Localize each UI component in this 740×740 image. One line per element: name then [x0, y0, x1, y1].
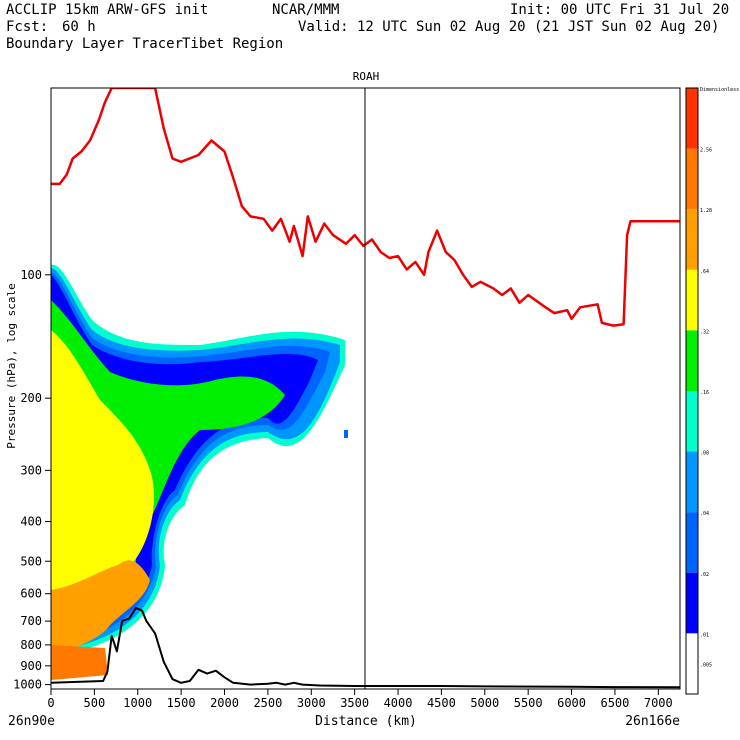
x-tick-label: 2000	[210, 696, 239, 710]
tropopause-line	[51, 88, 680, 327]
organization: NCAR/MMM	[272, 2, 340, 18]
colorbar-level-label: .005	[700, 663, 712, 669]
colorbar-swatch	[686, 391, 698, 452]
x-tick-label: 2500	[253, 696, 282, 710]
colorbar-level-label: .02	[700, 572, 709, 578]
colorbar-level-label: 1.28	[700, 208, 712, 214]
y-tick-label: 500	[20, 554, 42, 568]
x-tick-label: 5000	[470, 696, 499, 710]
y-tick-label: 300	[20, 463, 42, 477]
x-tick-label: 500	[84, 696, 106, 710]
model-title: ACCLIP 15km ARW-GFS init	[6, 2, 209, 18]
colorbar-swatch	[686, 209, 698, 270]
y-tick-label: 100	[20, 268, 42, 282]
colorbar-level-label: Dimensionless	[700, 87, 739, 93]
pressure-axis: 100 200 300 400 500 600 700 800 900 1000	[13, 268, 51, 692]
plot-frame	[50, 87, 681, 690]
x-tick-label: 1000	[123, 696, 152, 710]
colorbar-swatch	[686, 512, 698, 573]
colorbar-swatch	[686, 269, 698, 331]
y-tick-label: 900	[20, 659, 42, 673]
valid-time: Valid: 12 UTC Sun 02 Aug 20 (21 JST Sun …	[298, 19, 720, 35]
section-end-label: 26n166e	[625, 714, 680, 729]
colorbar-swatch	[686, 148, 698, 210]
distance-axis: 0 500 1000 1500 2000 2500 3000 3500 4000 4500 5000…	[47, 689, 673, 710]
chart-title: ROAH	[353, 70, 380, 83]
colorbar-level-label: 2.56	[700, 148, 712, 154]
colorbar-swatch	[686, 88, 698, 149]
y-tick-label: 600	[20, 587, 42, 601]
y-axis-label: Pressure (hPa), log scale	[5, 283, 18, 449]
region-name: Tibet Region	[182, 36, 284, 52]
x-tick-label: 1500	[167, 696, 196, 710]
init-time: Init: 00 UTC Fri 31 Jul 20	[510, 2, 730, 18]
x-tick-label: 3000	[297, 696, 326, 710]
colorbar-level-label: .16	[700, 390, 709, 396]
y-tick-label: 400	[20, 515, 42, 529]
colorbar-swatch	[686, 330, 698, 391]
colorbar-level-label: .08	[700, 451, 709, 457]
forecast-label: Fcst:	[6, 19, 49, 35]
x-tick-label: 3500	[340, 696, 369, 710]
x-tick-label: 0	[47, 696, 54, 710]
colorbar-level-label: .32	[700, 329, 709, 335]
x-tick-label: 6500	[600, 696, 629, 710]
colorbar-swatch	[686, 633, 698, 694]
colorbar-level-label: .64	[700, 269, 709, 275]
x-axis-label: Distance (km)	[315, 714, 417, 729]
section-start-label: 26n90e	[8, 714, 55, 729]
y-tick-label: 200	[20, 391, 42, 405]
forecast-hour: 60 h	[62, 19, 96, 35]
tracer-field	[51, 264, 348, 680]
product-name: Boundary Layer Tracer	[6, 36, 184, 52]
colorbar-swatch	[686, 572, 698, 634]
x-tick-label: 4500	[427, 696, 456, 710]
colorbar-frame	[685, 87, 699, 695]
colorbar-swatch	[686, 451, 698, 513]
y-tick-label: 800	[20, 638, 42, 652]
colorbar-level-label: .04	[700, 511, 709, 517]
x-tick-label: 4000	[384, 696, 413, 710]
colorbar: Dimensionless 2.56 1.28 .64 .32 .16 .08 .04 .02.…	[685, 87, 739, 695]
y-tick-label: 700	[20, 614, 42, 628]
x-tick-label: 7000	[644, 696, 673, 710]
colorbar-level-label: .01	[700, 632, 709, 638]
x-tick-label: 6000	[557, 696, 586, 710]
x-tick-label: 5500	[514, 696, 543, 710]
y-tick-label: 1000	[13, 678, 42, 692]
terrain-line	[51, 606, 680, 689]
